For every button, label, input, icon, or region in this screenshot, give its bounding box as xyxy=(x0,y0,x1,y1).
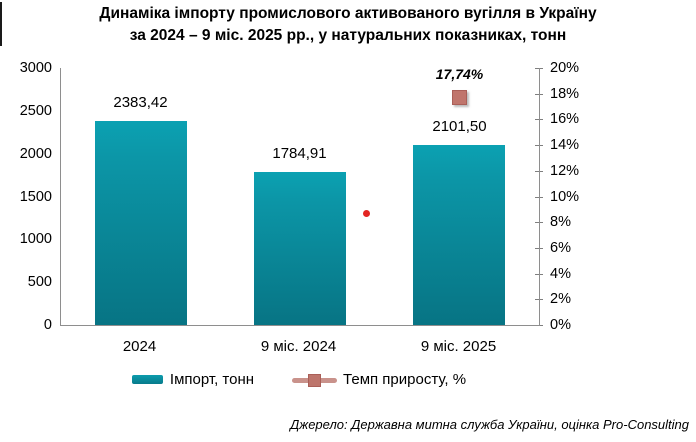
bar-value-label: 2383,42 xyxy=(113,94,168,111)
right-axis-tick-label: 10% xyxy=(550,188,580,205)
bar-value-label: 1784,91 xyxy=(272,145,327,162)
legend-item-growth-rate: Темп приросту, % xyxy=(292,371,466,388)
bar-series-swatch-icon xyxy=(131,375,163,384)
right-axis-tick-label: 6% xyxy=(550,239,571,256)
point-series-square xyxy=(308,373,322,387)
left-axis-tick-label: 0 xyxy=(43,317,52,333)
left-axis-tick-label: 2000 xyxy=(19,145,52,162)
source-note: Джерело: Державна митна служба України, … xyxy=(290,417,689,432)
chart-title-line-2: за 2024 – 9 міс. 2025 рр., у натуральних… xyxy=(129,27,567,44)
legend-item-import: Імпорт, тонн xyxy=(131,371,255,388)
legend: Імпорт, тонн Темп приросту, % xyxy=(60,371,538,388)
growth-rate-marker xyxy=(452,90,467,105)
right-axis-tick-label: 18% xyxy=(550,85,580,102)
plot-area: 2383,42 1784,91 2101,50 17,74% xyxy=(60,66,540,326)
right-axis-tick-label: 14% xyxy=(550,137,580,154)
right-axis-tick-label: 16% xyxy=(550,111,580,128)
right-axis-tick-label: 2% xyxy=(550,291,571,308)
left-edge-mark xyxy=(0,2,2,46)
chart-title-line-1: Динаміка імпорту промислового активовано… xyxy=(99,5,597,22)
right-axis-tick-label: 4% xyxy=(550,265,571,282)
category-label-1: 2024 xyxy=(122,338,157,355)
category-label-2: 9 міс. 2024 xyxy=(260,338,337,355)
left-axis-tick-label: 3000 xyxy=(19,60,52,76)
left-axis-tick-label: 1500 xyxy=(19,188,52,205)
legend-label-import: Імпорт, тонн xyxy=(169,371,255,388)
right-axis-tick-label: 12% xyxy=(550,162,580,179)
bar-2024 xyxy=(95,121,187,325)
stray-red-dot xyxy=(363,210,370,217)
bar-9 міс. 2024 xyxy=(254,172,346,325)
growth-rate-value-label: 17,74% xyxy=(435,66,484,82)
right-axis-tick-label: 20% xyxy=(550,60,580,76)
left-axis-tick-label: 2500 xyxy=(19,102,52,119)
point-series-swatch-icon xyxy=(292,373,338,387)
left-axis-tick-label: 1000 xyxy=(19,231,52,248)
right-axis-tick-label: 0% xyxy=(550,317,571,333)
right-axis-tick-label: 8% xyxy=(550,214,571,231)
bar-9 міс. 2025 xyxy=(413,145,505,325)
chart-title: Динаміка імпорту промислового активовано… xyxy=(0,3,696,47)
left-axis-tick-label: 500 xyxy=(27,274,52,291)
category-label-3: 9 міс. 2025 xyxy=(420,338,497,355)
bar-value-label: 2101,50 xyxy=(432,118,487,135)
legend-label-growth-rate: Темп приросту, % xyxy=(343,371,467,388)
